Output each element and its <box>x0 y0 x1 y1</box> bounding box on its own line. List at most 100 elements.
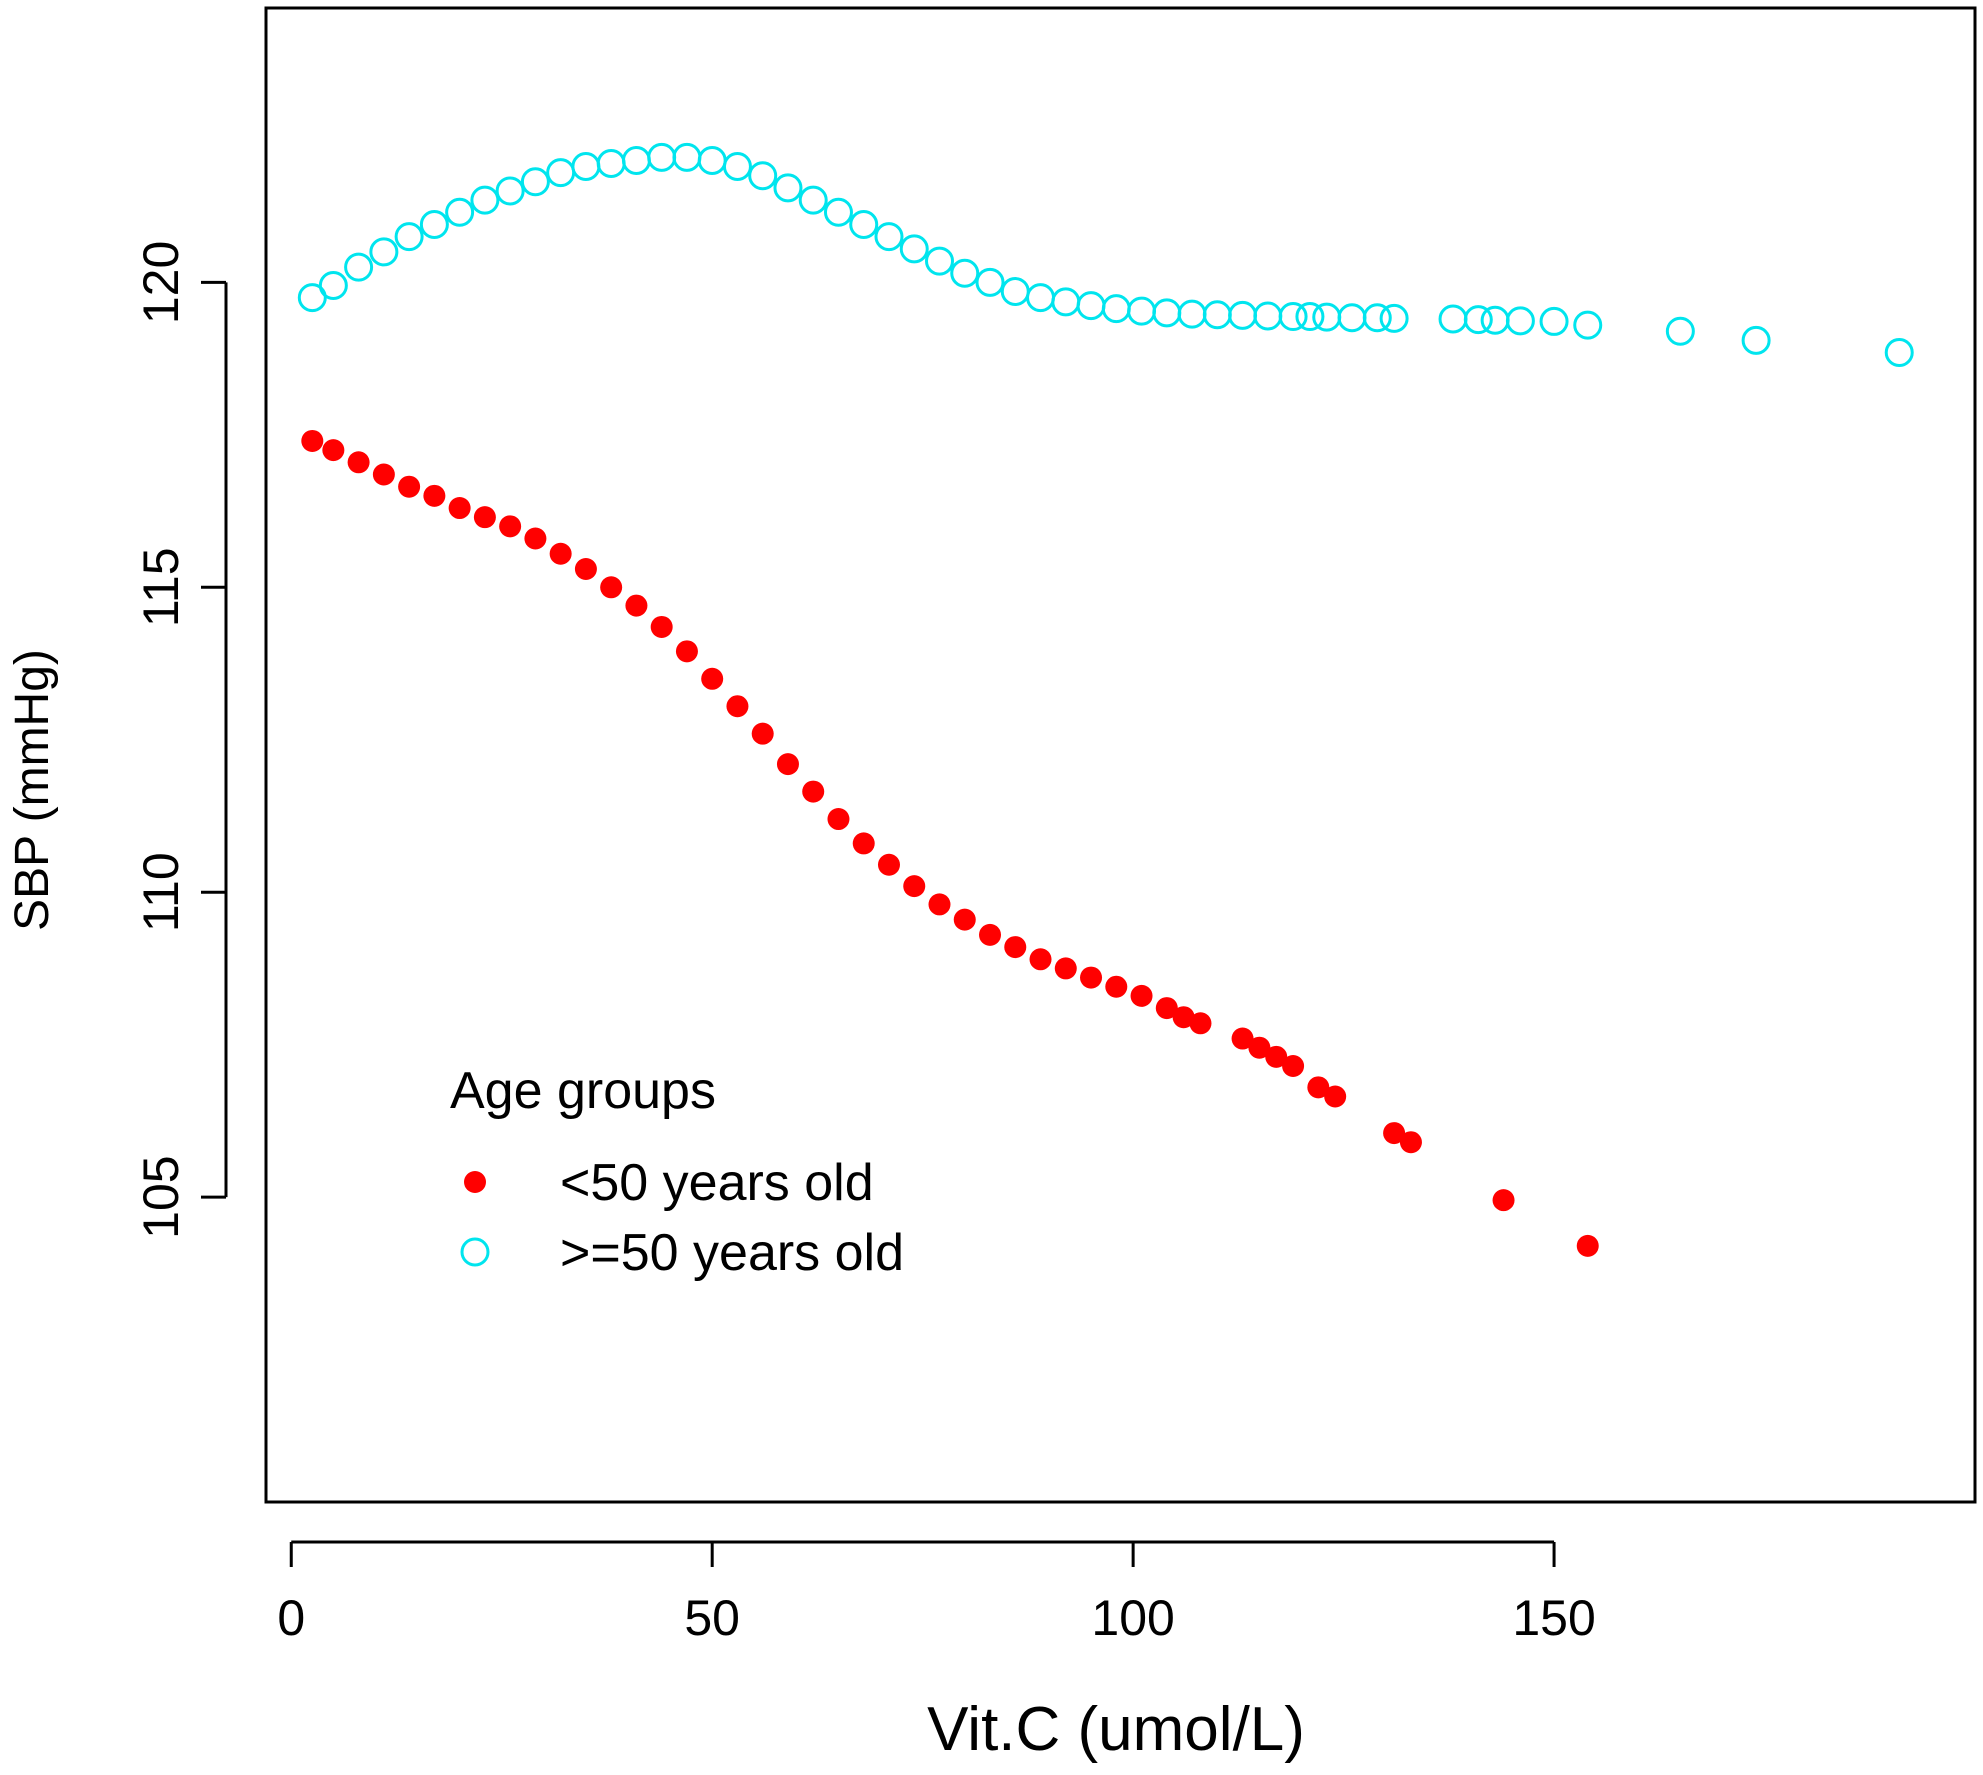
data-point <box>495 176 525 206</box>
x-tick-label: 150 <box>1512 1590 1595 1646</box>
data-point <box>372 463 395 486</box>
series-under-50 <box>301 429 1599 1257</box>
y-tick-label: 110 <box>133 852 189 932</box>
data-point <box>1253 301 1283 331</box>
data-point <box>1278 302 1308 332</box>
data-point <box>773 173 803 203</box>
data-point <box>318 270 348 300</box>
data-point <box>1026 283 1056 313</box>
data-point <box>1438 304 1468 334</box>
data-point <box>1152 298 1182 328</box>
series-layer <box>297 142 1914 1257</box>
data-point <box>675 640 698 663</box>
data-point <box>1505 306 1535 336</box>
data-point <box>1295 302 1325 332</box>
data-point <box>1189 1012 1212 1035</box>
data-point <box>823 197 853 227</box>
data-point <box>979 923 1002 946</box>
data-point <box>701 667 724 690</box>
y-tick-label: 120 <box>133 241 189 324</box>
data-point <box>549 542 572 565</box>
data-point <box>1463 305 1493 335</box>
data-point <box>1155 997 1178 1020</box>
y-axis: 105 110 115 120 <box>133 241 228 1239</box>
data-point <box>394 222 424 252</box>
data-point <box>524 527 547 550</box>
data-point <box>600 576 623 599</box>
data-point <box>849 209 879 239</box>
data-point <box>1127 296 1157 326</box>
data-point <box>1307 1076 1330 1099</box>
data-point <box>874 222 904 252</box>
data-point <box>751 722 774 745</box>
x-axis: 0 50 100 150 <box>277 1540 1596 1646</box>
data-point <box>950 258 980 288</box>
data-point <box>1051 287 1081 317</box>
data-point <box>1004 936 1027 959</box>
data-point <box>301 429 324 452</box>
data-point <box>1231 1027 1254 1050</box>
y-tick-label: 105 <box>133 1155 189 1238</box>
data-point <box>621 145 651 175</box>
data-point <box>776 753 799 776</box>
x-tick-label: 100 <box>1091 1590 1174 1646</box>
data-point <box>1172 1006 1195 1029</box>
data-point <box>1539 306 1569 336</box>
data-point <box>1362 303 1392 333</box>
data-point <box>647 142 677 172</box>
data-point <box>827 808 850 831</box>
x-axis-title: Vit.C (umol/L) <box>927 1695 1305 1764</box>
data-point <box>928 893 951 916</box>
data-point <box>546 158 576 188</box>
data-point <box>697 145 727 175</box>
data-point <box>924 246 954 276</box>
data-point <box>1665 316 1695 346</box>
data-point <box>672 142 702 172</box>
data-point <box>1324 1085 1347 1108</box>
data-point <box>1884 338 1914 368</box>
data-point <box>297 283 327 313</box>
data-point <box>1492 1189 1515 1212</box>
data-point <box>571 152 601 182</box>
data-point <box>473 506 496 529</box>
data-point <box>1399 1131 1422 1154</box>
data-point <box>1130 984 1153 1007</box>
data-point <box>877 853 900 876</box>
data-point <box>1383 1122 1406 1145</box>
data-point <box>1337 303 1367 333</box>
data-point <box>722 152 752 182</box>
data-point <box>398 475 421 498</box>
data-point <box>1054 957 1077 980</box>
data-point <box>1105 975 1128 998</box>
data-point <box>347 451 370 474</box>
data-point <box>499 515 522 538</box>
x-tick-label: 50 <box>684 1590 740 1646</box>
data-point <box>1741 325 1771 355</box>
data-point <box>1029 948 1052 971</box>
data-point <box>574 558 597 581</box>
data-point <box>419 209 449 239</box>
y-axis-title: SBP (mmHg) <box>6 649 59 931</box>
data-point <box>1379 303 1409 333</box>
data-point <box>1228 300 1258 330</box>
data-point <box>1000 277 1030 307</box>
data-point <box>1312 302 1342 332</box>
data-point <box>726 695 749 718</box>
data-point <box>423 484 446 507</box>
data-point <box>322 439 345 462</box>
data-point <box>1282 1054 1305 1077</box>
data-point <box>802 780 825 803</box>
data-point <box>448 497 471 520</box>
legend-marker-50-plus <box>460 1237 490 1267</box>
y-tick-label: 115 <box>133 547 189 627</box>
x-tick-label: 0 <box>277 1590 305 1646</box>
data-point <box>470 185 500 215</box>
data-point <box>903 875 926 898</box>
legend-label-50-plus: >=50 years old <box>560 1224 904 1282</box>
data-point <box>975 267 1005 297</box>
data-point <box>1480 305 1510 335</box>
data-point <box>625 594 648 617</box>
data-point <box>953 908 976 931</box>
data-point <box>748 161 778 191</box>
